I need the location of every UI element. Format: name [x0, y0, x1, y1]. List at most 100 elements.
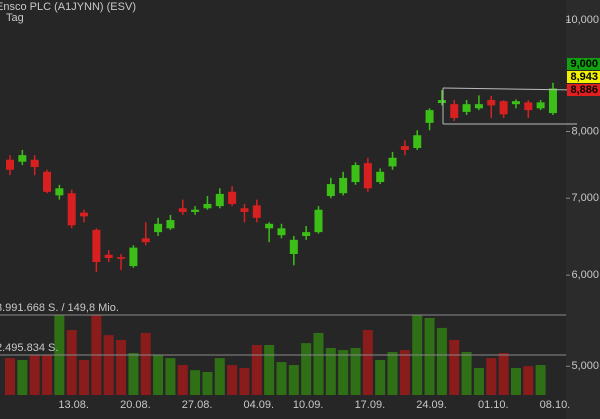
- y-tick-label: 10,000: [565, 14, 599, 26]
- price-label: 8,943: [570, 71, 598, 83]
- volume-bar: [461, 351, 472, 395]
- volume-bar: [449, 339, 460, 395]
- x-tick-label: 04.09.: [244, 399, 275, 411]
- volume-bar: [190, 370, 201, 395]
- candle-body: [376, 171, 385, 183]
- volume-bar: [140, 332, 151, 395]
- price-label: 9,000: [570, 58, 598, 70]
- candle-body: [30, 159, 39, 168]
- candle-body: [203, 203, 212, 209]
- volume-bar: [486, 358, 497, 395]
- x-tick-label: 08.10.: [540, 399, 571, 411]
- candle-body: [67, 193, 76, 226]
- x-tick-label: 24.09.: [416, 399, 447, 411]
- volume-bar: [177, 365, 188, 395]
- volume-bar: [202, 372, 213, 395]
- candle-body: [240, 208, 249, 212]
- volume-bar: [153, 354, 164, 395]
- volume-bar: [214, 358, 225, 395]
- candle-body: [363, 163, 372, 189]
- volume-bar: [424, 317, 435, 395]
- candle-body: [462, 104, 471, 112]
- candle-body: [154, 223, 163, 233]
- chart-title: Ensco PLC (A1JYNN) (ESV): [0, 1, 136, 13]
- volume-bar: [29, 354, 40, 395]
- candle-body: [548, 88, 557, 114]
- x-tick-label: 17.09.: [355, 399, 386, 411]
- candle-body: [314, 209, 323, 233]
- volume-bar: [535, 365, 546, 395]
- candle-body: [92, 229, 101, 263]
- volume-bar: [498, 353, 509, 395]
- volume-bar: [5, 358, 15, 395]
- candle-body: [252, 205, 261, 218]
- price-label: 8,886: [570, 84, 598, 96]
- candle-body: [43, 171, 52, 192]
- volume-bar: [399, 350, 410, 395]
- candle-body: [388, 157, 397, 167]
- candle-body: [339, 177, 348, 194]
- candle-body: [487, 100, 496, 106]
- x-tick-label: 10.09.: [293, 399, 324, 411]
- volume-bar: [473, 367, 484, 395]
- x-tick-label: 13.08.: [58, 399, 89, 411]
- x-tick-label: 27.08.: [182, 399, 213, 411]
- candle-body: [141, 238, 150, 243]
- candle-body: [413, 135, 422, 149]
- price-label-box: [567, 58, 600, 70]
- candle-body: [228, 191, 237, 204]
- candle-body: [104, 254, 113, 258]
- y-tick-label: 6,000: [571, 269, 599, 281]
- volume-bar: [251, 344, 262, 395]
- volume-bar: [239, 367, 250, 395]
- volume-bar: [387, 351, 398, 395]
- y-tick-label: 7,000: [571, 192, 599, 204]
- volume-bar: [276, 362, 287, 395]
- volume-bar: [362, 330, 373, 395]
- volume-bar: [288, 365, 299, 395]
- candle-body: [55, 188, 64, 196]
- candle-body: [302, 232, 311, 236]
- price-label-box: [567, 84, 600, 96]
- volume-bar: [338, 350, 349, 395]
- volume-bar: [17, 359, 28, 395]
- candle-body: [6, 159, 14, 170]
- candle-body: [277, 228, 286, 236]
- candle-body: [289, 239, 298, 254]
- candle-body: [117, 257, 126, 259]
- candle-body: [129, 247, 138, 267]
- candle-body: [191, 209, 200, 212]
- x-tick-label: 01.10.: [478, 399, 509, 411]
- volume-bar: [313, 332, 324, 395]
- volume-bar: [116, 339, 127, 395]
- axes: 3.991.668 S. / 149,8 Mio. 2.495.834 S. 5,0…: [0, 14, 600, 411]
- candle-body: [80, 212, 89, 217]
- volume-bar: [103, 335, 114, 395]
- candle-body: [351, 165, 360, 183]
- volume-bar: [325, 347, 336, 395]
- volume-tick-label: 2.495.834 S.: [0, 342, 58, 354]
- volume-bar: [42, 354, 53, 395]
- candle-body: [326, 184, 335, 197]
- interval-label: Tag: [6, 12, 24, 24]
- volume-bar: [66, 330, 77, 395]
- candle-body: [450, 104, 459, 118]
- candle-body: [425, 110, 434, 123]
- channel-line: [442, 87, 578, 91]
- grid: [0, 314, 566, 356]
- y-tick-label: 5,000: [571, 360, 599, 372]
- candle-body: [437, 100, 446, 103]
- volume-tick-label: 3.991.668 S. / 149,8 Mio.: [0, 302, 119, 314]
- candle-body: [166, 220, 175, 229]
- candle-body: [474, 104, 483, 109]
- candle-body: [215, 193, 224, 207]
- volume-bar: [375, 359, 386, 395]
- candle-body: [511, 101, 520, 105]
- volume-bar: [165, 358, 176, 395]
- volume-bar: [523, 366, 534, 395]
- volume-bar: [227, 365, 238, 395]
- candle-body: [524, 102, 533, 111]
- volume-bar: [436, 327, 447, 395]
